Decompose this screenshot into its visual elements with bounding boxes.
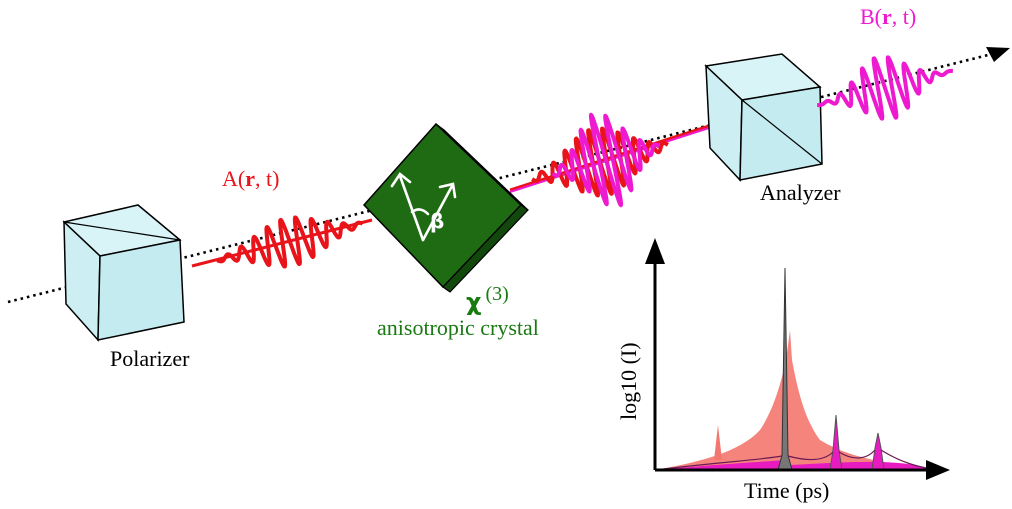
red-side-peak — [714, 425, 722, 460]
y-axis-arrowhead — [645, 238, 665, 264]
output-field-label: B(r, t) — [860, 4, 916, 29]
beam-arrowhead — [986, 47, 1010, 62]
crystal-label: anisotropic crystal — [377, 315, 539, 340]
x-axis-arrowhead — [926, 460, 950, 480]
crystal — [362, 122, 529, 293]
generated-magenta-pulse-wave — [551, 112, 661, 208]
polarizer-label: Polarizer — [110, 346, 190, 371]
chi3-label: χ (3) — [466, 283, 509, 316]
x-axis-label: Time (ps) — [744, 478, 829, 503]
magenta-outline — [654, 449, 936, 471]
pulse-input-path — [215, 215, 365, 269]
analyzer-label: Analyzer — [760, 180, 841, 205]
input-pulse-wave — [215, 215, 365, 269]
polarizer-cube — [62, 204, 185, 342]
input-field-label: A(r, t) — [222, 166, 279, 191]
pulse-output-path — [815, 55, 955, 121]
pulse-mid-mag-path — [551, 112, 661, 208]
red-envelope-area — [655, 330, 935, 470]
second-peak — [829, 414, 843, 471]
magenta-baseline-area — [655, 460, 935, 470]
intensity-inset-plot: Time (ps) log10 (I) — [616, 238, 950, 503]
output-pulse-wave — [815, 55, 955, 121]
analyzer-cube — [704, 53, 823, 182]
crystal-axis-arrows — [390, 172, 457, 242]
y-axis-label: log10 (I) — [616, 342, 641, 420]
angle-beta-label: β — [430, 209, 444, 233]
